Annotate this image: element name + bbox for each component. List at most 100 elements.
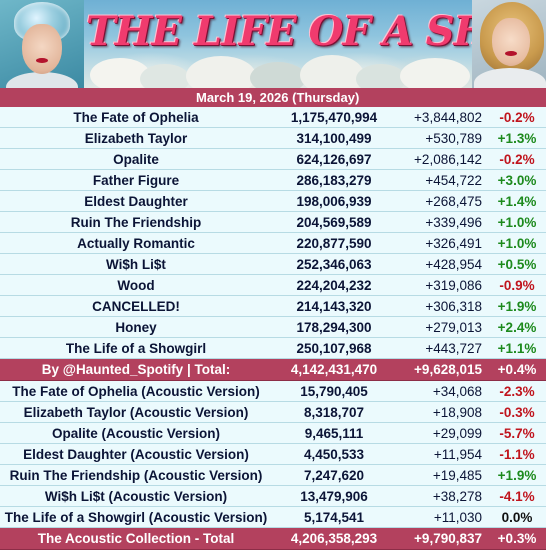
acoustic-total-daily: +9,790,837 — [396, 527, 488, 550]
track-change: +1.4% — [488, 190, 546, 212]
track-total-streams: 204,569,589 — [272, 211, 396, 233]
track-change: -1.1% — [488, 443, 546, 465]
track-row: Elizabeth Taylor (Acoustic Version) 8,318… — [0, 401, 546, 423]
track-change: -5.7% — [488, 422, 546, 444]
track-daily-streams: +428,954 — [396, 253, 488, 275]
track-daily-streams: +11,030 — [396, 506, 488, 528]
track-name: Elizabeth Taylor (Acoustic Version) — [0, 401, 272, 423]
track-name: Elizabeth Taylor — [0, 127, 272, 149]
album-tracks-body: The Fate of Ophelia 1,175,470,994 +3,844,8… — [0, 107, 546, 359]
total-change: +0.4% — [488, 358, 546, 381]
track-name: Honey — [0, 316, 272, 338]
track-daily-streams: +38,278 — [396, 485, 488, 507]
track-name: Ruin The Friendship — [0, 211, 272, 233]
track-daily-streams: +18,908 — [396, 401, 488, 423]
track-daily-streams: +29,099 — [396, 422, 488, 444]
total-streams: 4,142,431,470 — [272, 358, 396, 381]
track-name: Father Figure — [0, 169, 272, 191]
track-row: Elizabeth Taylor 314,100,499 +530,789 +1.3% — [0, 127, 546, 149]
track-row: Honey 178,294,300 +279,013 +2.4% — [0, 316, 546, 338]
track-change: +1.1% — [488, 337, 546, 359]
track-name: Opalite (Acoustic Version) — [0, 422, 272, 444]
track-name: The Fate of Ophelia — [0, 107, 272, 128]
track-total-streams: 198,006,939 — [272, 190, 396, 212]
track-change: +0.5% — [488, 253, 546, 275]
track-name: Ruin The Friendship (Acoustic Version) — [0, 464, 272, 486]
track-row: Eldest Daughter 198,006,939 +268,475 +1.4% — [0, 190, 546, 212]
track-change: -0.2% — [488, 107, 546, 128]
track-row: The Life of a Showgirl 250,107,968 +443,72… — [0, 337, 546, 359]
track-row: Ruin The Friendship (Acoustic Version) 7,… — [0, 464, 546, 486]
acoustic-tracks-body: The Fate of Ophelia (Acoustic Version) 15… — [0, 380, 546, 528]
track-change: +3.0% — [488, 169, 546, 191]
track-row: The Fate of Ophelia (Acoustic Version) 15… — [0, 380, 546, 402]
track-daily-streams: +443,727 — [396, 337, 488, 359]
track-total-streams: 4,450,533 — [272, 443, 396, 465]
track-total-streams: 286,183,279 — [272, 169, 396, 191]
report-date: March 19, 2026 (Thursday) — [196, 90, 360, 105]
track-daily-streams: +19,485 — [396, 464, 488, 486]
track-total-streams: 5,174,541 — [272, 506, 396, 528]
track-daily-streams: +339,496 — [396, 211, 488, 233]
track-row: The Fate of Ophelia 1,175,470,994 +3,844,8… — [0, 107, 546, 128]
track-name: The Life of a Showgirl (Acoustic Version… — [0, 506, 272, 528]
track-row: Ruin The Friendship 204,569,589 +339,496 +1… — [0, 211, 546, 233]
track-row: Wood 224,204,232 +319,086 -0.9% — [0, 274, 546, 296]
track-change: -2.3% — [488, 380, 546, 402]
track-total-streams: 7,247,620 — [272, 464, 396, 486]
track-daily-streams: +306,318 — [396, 295, 488, 317]
track-daily-streams: +326,491 — [396, 232, 488, 254]
track-name: Wi$h Li$t (Acoustic Version) — [0, 485, 272, 507]
acoustic-total-row: The Acoustic Collection - Total 4,206,35… — [0, 527, 546, 550]
track-change: -0.9% — [488, 274, 546, 296]
track-row: Opalite 624,126,697 +2,086,142 -0.2% — [0, 148, 546, 170]
track-total-streams: 178,294,300 — [272, 316, 396, 338]
album-total-row: By @Haunted_Spotify | Total: 4,142,431,4… — [0, 358, 546, 381]
track-daily-streams: +11,954 — [396, 443, 488, 465]
acoustic-total-body: The Acoustic Collection - Total 4,206,35… — [0, 527, 546, 550]
track-total-streams: 214,143,320 — [272, 295, 396, 317]
track-change: +1.0% — [488, 211, 546, 233]
track-name: Actually Romantic — [0, 232, 272, 254]
track-change: 0.0% — [488, 506, 546, 528]
track-name: The Life of a Showgirl — [0, 337, 272, 359]
track-name: Wood — [0, 274, 272, 296]
total-daily: +9,628,015 — [396, 358, 488, 381]
track-name: Opalite — [0, 148, 272, 170]
track-row: Actually Romantic 220,877,590 +326,491 +1.0… — [0, 232, 546, 254]
track-daily-streams: +268,475 — [396, 190, 488, 212]
track-change: +1.0% — [488, 232, 546, 254]
track-total-streams: 13,479,906 — [272, 485, 396, 507]
track-row: Father Figure 286,183,279 +454,722 +3.0% — [0, 169, 546, 191]
date-bar: March 19, 2026 (Thursday) — [0, 88, 546, 107]
track-change: -4.1% — [488, 485, 546, 507]
track-change: +2.4% — [488, 316, 546, 338]
track-total-streams: 224,204,232 — [272, 274, 396, 296]
album-title: THE LIFE OF A SHOWGIRL — [86, 8, 546, 55]
track-total-streams: 252,346,063 — [272, 253, 396, 275]
track-total-streams: 15,790,405 — [272, 380, 396, 402]
track-daily-streams: +530,789 — [396, 127, 488, 149]
track-row: Wi$h Li$t (Acoustic Version) 13,479,906 +3… — [0, 485, 546, 507]
acoustic-total-change: +0.3% — [488, 527, 546, 550]
track-name: Wi$h Li$t — [0, 253, 272, 275]
track-daily-streams: +279,013 — [396, 316, 488, 338]
track-total-streams: 314,100,499 — [272, 127, 396, 149]
acoustic-total-streams: 4,206,358,293 — [272, 527, 396, 550]
track-row: Eldest Daughter (Acoustic Version) 4,450,… — [0, 443, 546, 465]
track-name: Eldest Daughter (Acoustic Version) — [0, 443, 272, 465]
track-change: +1.9% — [488, 464, 546, 486]
acoustic-total-label: The Acoustic Collection - Total — [0, 527, 272, 550]
track-total-streams: 1,175,470,994 — [272, 107, 396, 128]
total-label: By @Haunted_Spotify | Total: — [0, 358, 272, 381]
track-change: +1.3% — [488, 127, 546, 149]
track-daily-streams: +319,086 — [396, 274, 488, 296]
track-name: The Fate of Ophelia (Acoustic Version) — [0, 380, 272, 402]
track-daily-streams: +454,722 — [396, 169, 488, 191]
header-banner: THE LIFE OF A SHOWGIRL — [0, 0, 546, 88]
track-row: Opalite (Acoustic Version) 9,465,111 +29,0… — [0, 422, 546, 444]
track-daily-streams: +2,086,142 — [396, 148, 488, 170]
track-name: CANCELLED! — [0, 295, 272, 317]
track-row: CANCELLED! 214,143,320 +306,318 +1.9% — [0, 295, 546, 317]
streams-table: The Fate of Ophelia 1,175,470,994 +3,844,8… — [0, 107, 546, 550]
